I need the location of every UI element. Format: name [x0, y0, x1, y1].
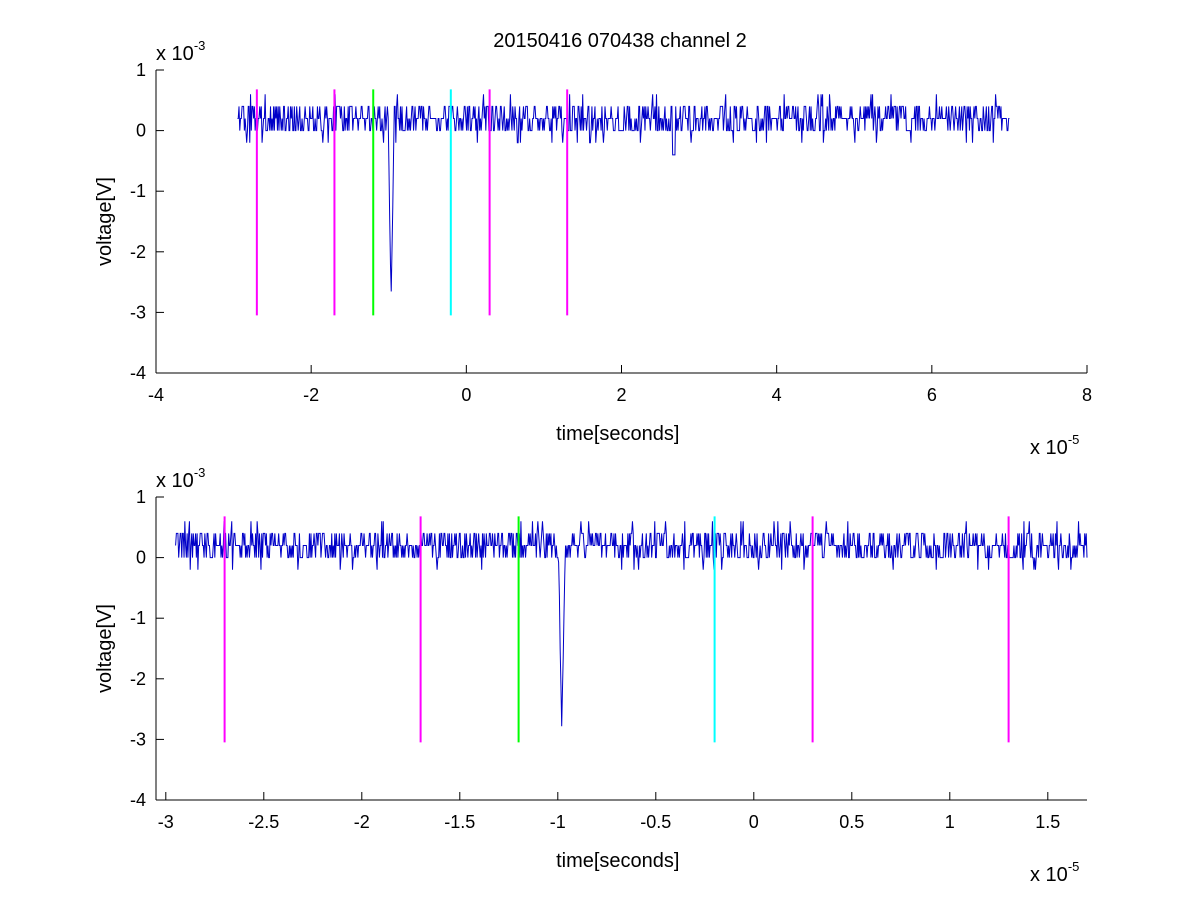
x-exponent-power: -5	[1068, 432, 1080, 447]
y-exponent-power: -3	[194, 465, 206, 480]
x-tick-label: 1.5	[1035, 812, 1060, 832]
top-plot: -4 -2 0 2 4 6 8 -4 -3 -2 -1 0 1 time[seconds] voltage[…	[94, 38, 1092, 459]
y-axis-label: voltage[V]	[94, 604, 116, 693]
x-tick-label: -3	[158, 812, 174, 832]
y-exponent-label: x 10-3	[156, 465, 205, 492]
y-exponent-power: -3	[194, 38, 206, 53]
x-tick-label: 0	[461, 385, 471, 405]
y-tick-label: 0	[136, 121, 146, 141]
x-tick-label: -1	[550, 812, 566, 832]
figure-title: 20150416 070438 channel 2	[493, 30, 747, 52]
signal-trace	[175, 521, 1088, 727]
y-tick-label: -3	[130, 302, 146, 322]
y-tick-label: -4	[130, 790, 146, 810]
x-tick-label: 6	[927, 385, 937, 405]
x-tick-label: -4	[148, 385, 164, 405]
x-tick-label: 0	[749, 812, 759, 832]
y-tick-label: -1	[130, 608, 146, 628]
x-tick-label: -0.5	[640, 812, 671, 832]
x-tick-label: 0.5	[839, 812, 864, 832]
x-tick-label: -2	[354, 812, 370, 832]
y-tick-label: -3	[130, 729, 146, 749]
x-axis-label: time[seconds]	[556, 850, 679, 872]
x-exponent-label: x 10-5	[1030, 859, 1079, 886]
y-tick-label: -1	[130, 181, 146, 201]
x-exponent-label: x 10-5	[1030, 432, 1079, 459]
y-tick-label: -2	[130, 242, 146, 262]
y-tick-label: -2	[130, 669, 146, 689]
x-tick-label: -1.5	[444, 812, 475, 832]
x-tick-label: 4	[772, 385, 782, 405]
x-exponent-power: -5	[1068, 859, 1080, 874]
y-tick-label: 1	[136, 487, 146, 507]
bottom-plot: -3 -2.5 -2 -1.5 -1 -0.5 0 0.5 1 1.5 -4 -3 -2 -1 0 1 time…	[94, 465, 1088, 886]
x-tick-label: 8	[1082, 385, 1092, 405]
y-tick-label: 0	[136, 548, 146, 568]
x-tick-label: 2	[616, 385, 626, 405]
y-tick-label: -4	[130, 363, 146, 383]
x-tick-label: 1	[945, 812, 955, 832]
x-tick-label: -2	[303, 385, 319, 405]
y-tick-label: 1	[136, 60, 146, 80]
signal-trace	[237, 94, 1010, 292]
x-axis-label: time[seconds]	[556, 423, 679, 445]
x-tick-label: -2.5	[248, 812, 279, 832]
y-axis-label: voltage[V]	[94, 177, 116, 266]
y-exponent-label: x 10-3	[156, 38, 205, 65]
